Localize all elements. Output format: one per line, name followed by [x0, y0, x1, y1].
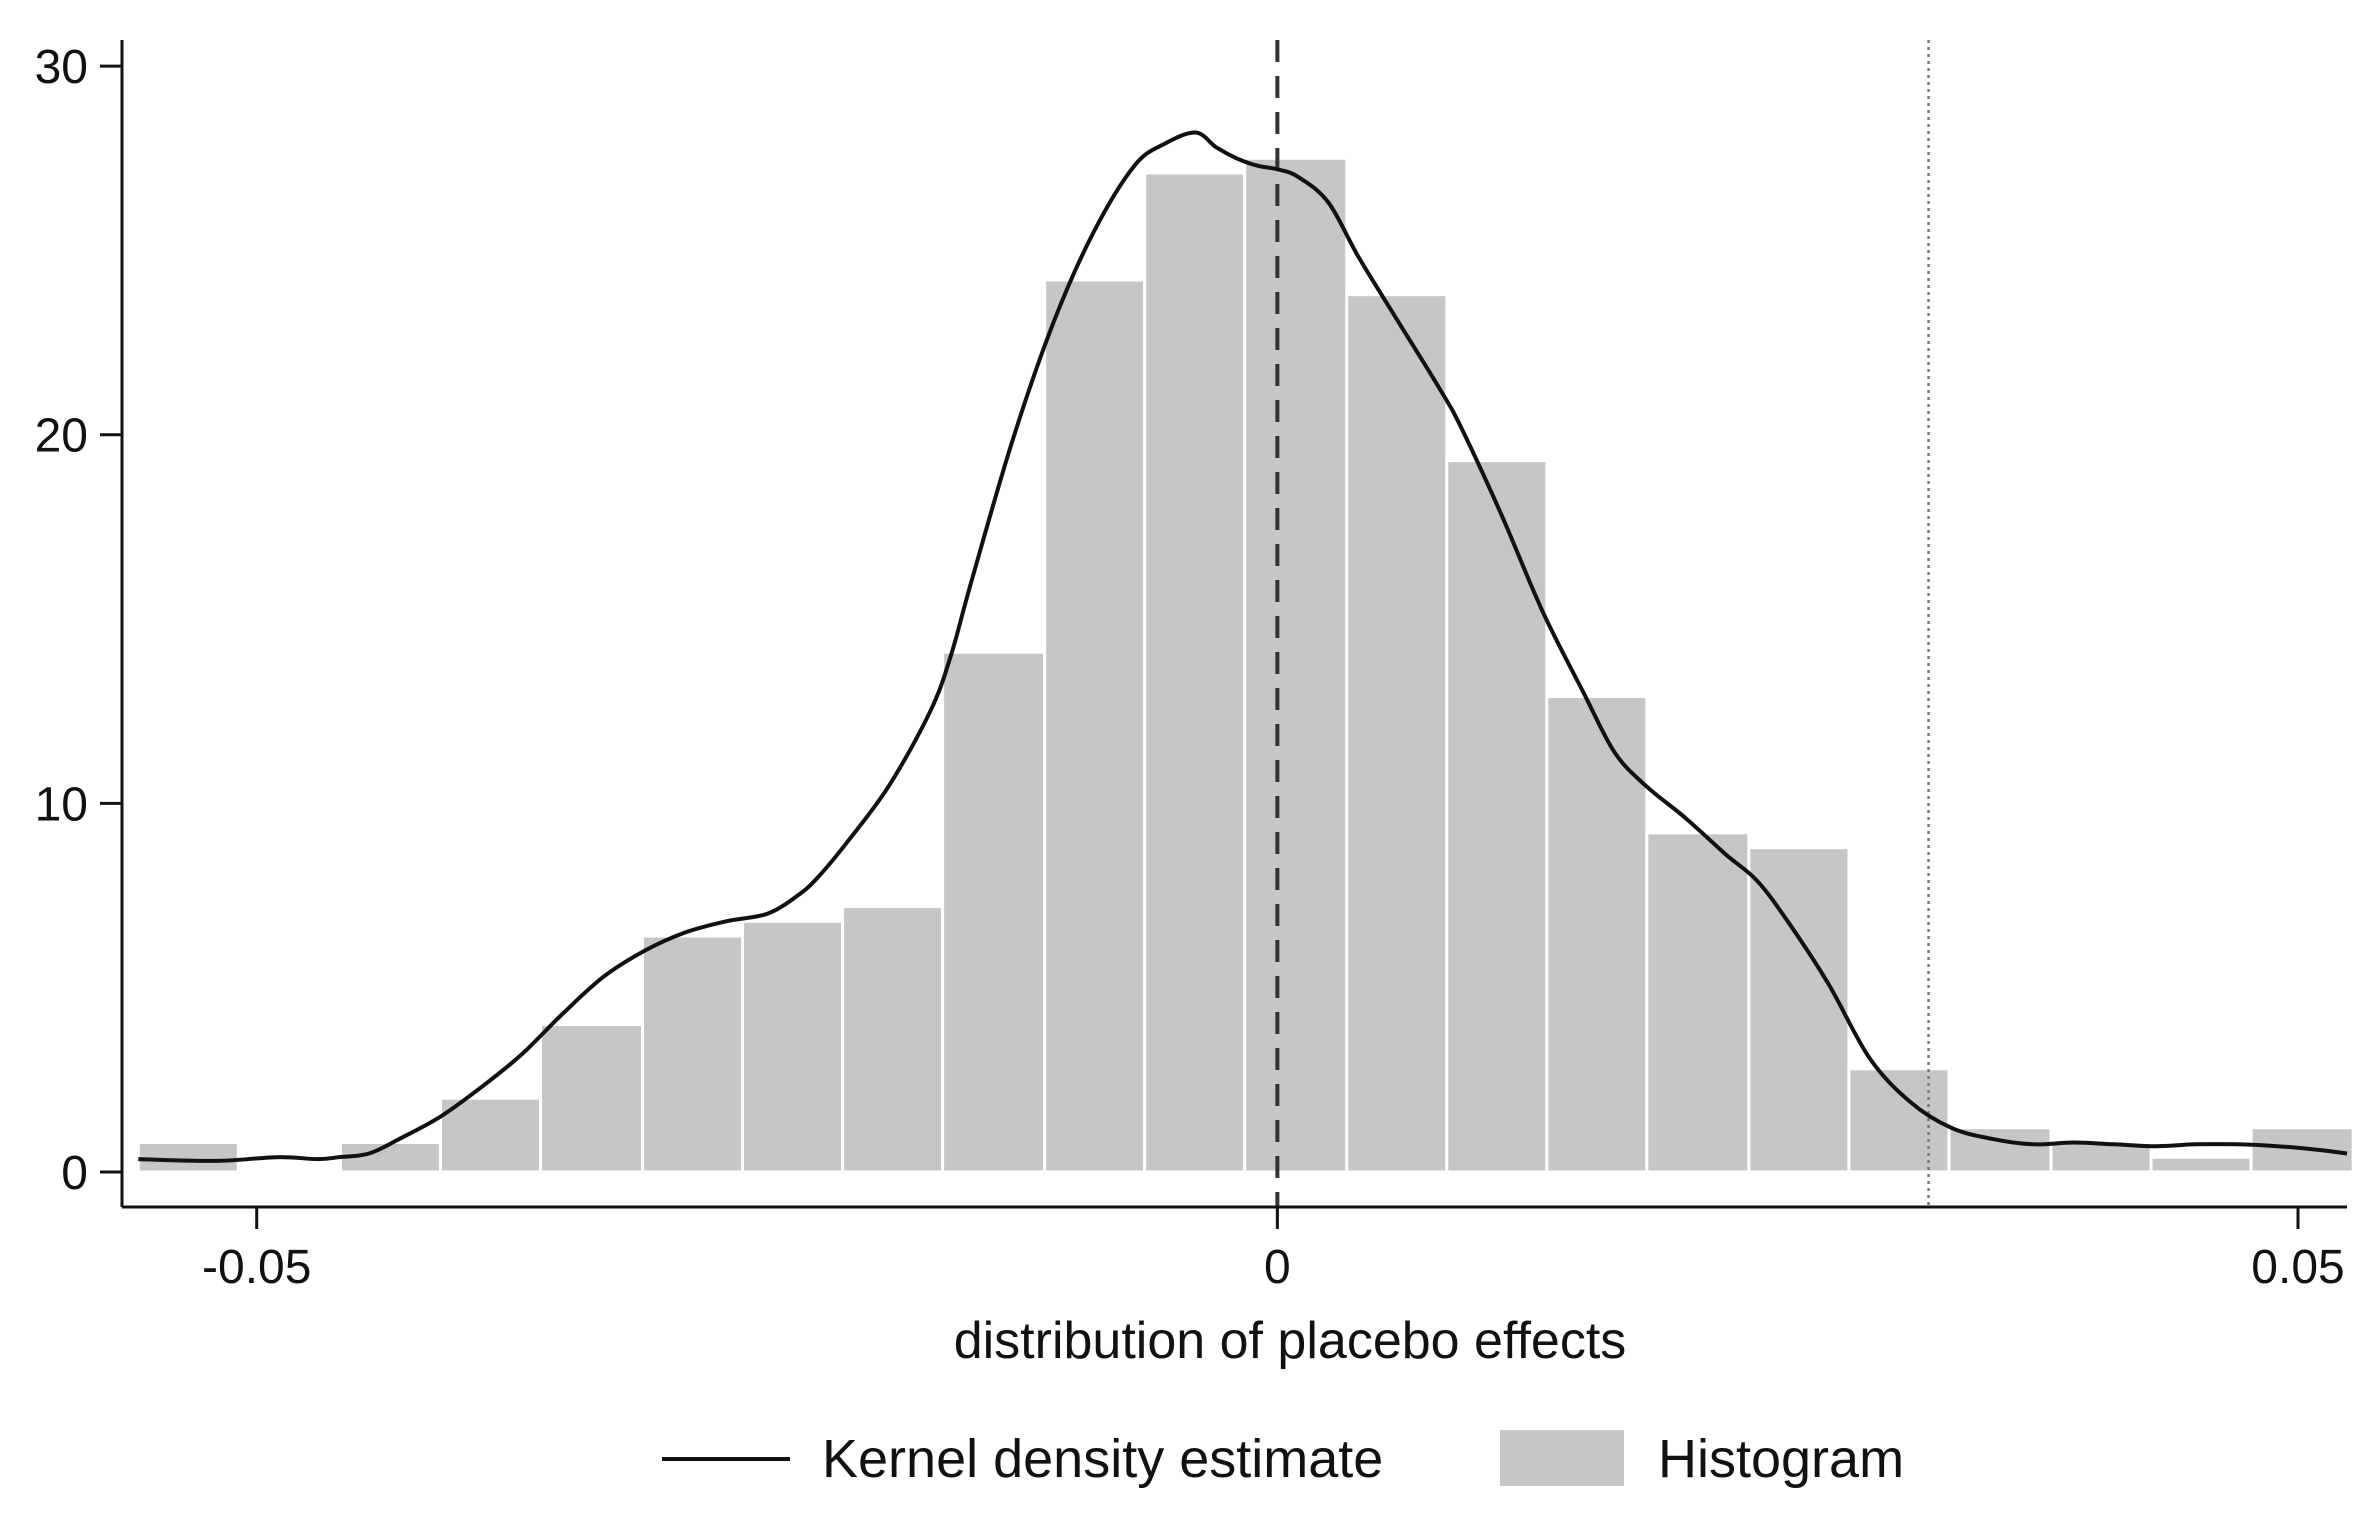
x-axis-ticks: -0.05 0 0.05 [202, 1207, 2345, 1294]
histogram-bar [1345, 293, 1449, 1174]
x-axis-title: distribution of placebo effects [954, 1312, 1627, 1370]
histogram-bar [1747, 846, 1851, 1174]
histogram-bars [136, 156, 2355, 1174]
axes [120, 40, 2347, 1209]
histogram-bar [2149, 1155, 2253, 1174]
histogram-bar [841, 905, 945, 1174]
legend: Kernel density estimate Histogram [662, 1429, 1904, 1489]
histogram-bar [1143, 171, 1247, 1174]
legend-histogram-label: Histogram [1658, 1429, 1904, 1489]
legend-histogram-swatch [1500, 1430, 1624, 1486]
histogram-bar [1243, 156, 1349, 1174]
kernel-density-line [138, 130, 2348, 1163]
legend-kde-label: Kernel density estimate [822, 1429, 1383, 1489]
reference-lines [1275, 40, 1930, 1207]
histogram-bar [1947, 1126, 2053, 1174]
y-tick-label: 30 [35, 41, 88, 94]
histogram-bar [641, 934, 745, 1174]
histogram-bar [438, 1096, 542, 1174]
histogram-bar [741, 919, 845, 1174]
x-tick-label: -0.05 [202, 1241, 311, 1294]
histogram-bar [1545, 694, 1649, 1174]
y-tick-label: 10 [35, 778, 88, 831]
y-axis-ticks: 0 10 20 30 [35, 41, 122, 1200]
x-tick-label: 0.05 [2251, 1241, 2344, 1294]
histogram-bar [1847, 1067, 1951, 1174]
histogram-bar [538, 1023, 645, 1174]
y-tick-label: 20 [35, 410, 88, 463]
x-tick-label: 0 [1264, 1241, 1291, 1294]
y-tick-label: 0 [61, 1147, 88, 1200]
histogram-bar [1645, 831, 1751, 1174]
histogram-bar [136, 1140, 240, 1174]
histogram-bar [1445, 459, 1549, 1174]
histogram-bar [1043, 278, 1147, 1174]
histogram-bar [941, 650, 1047, 1174]
